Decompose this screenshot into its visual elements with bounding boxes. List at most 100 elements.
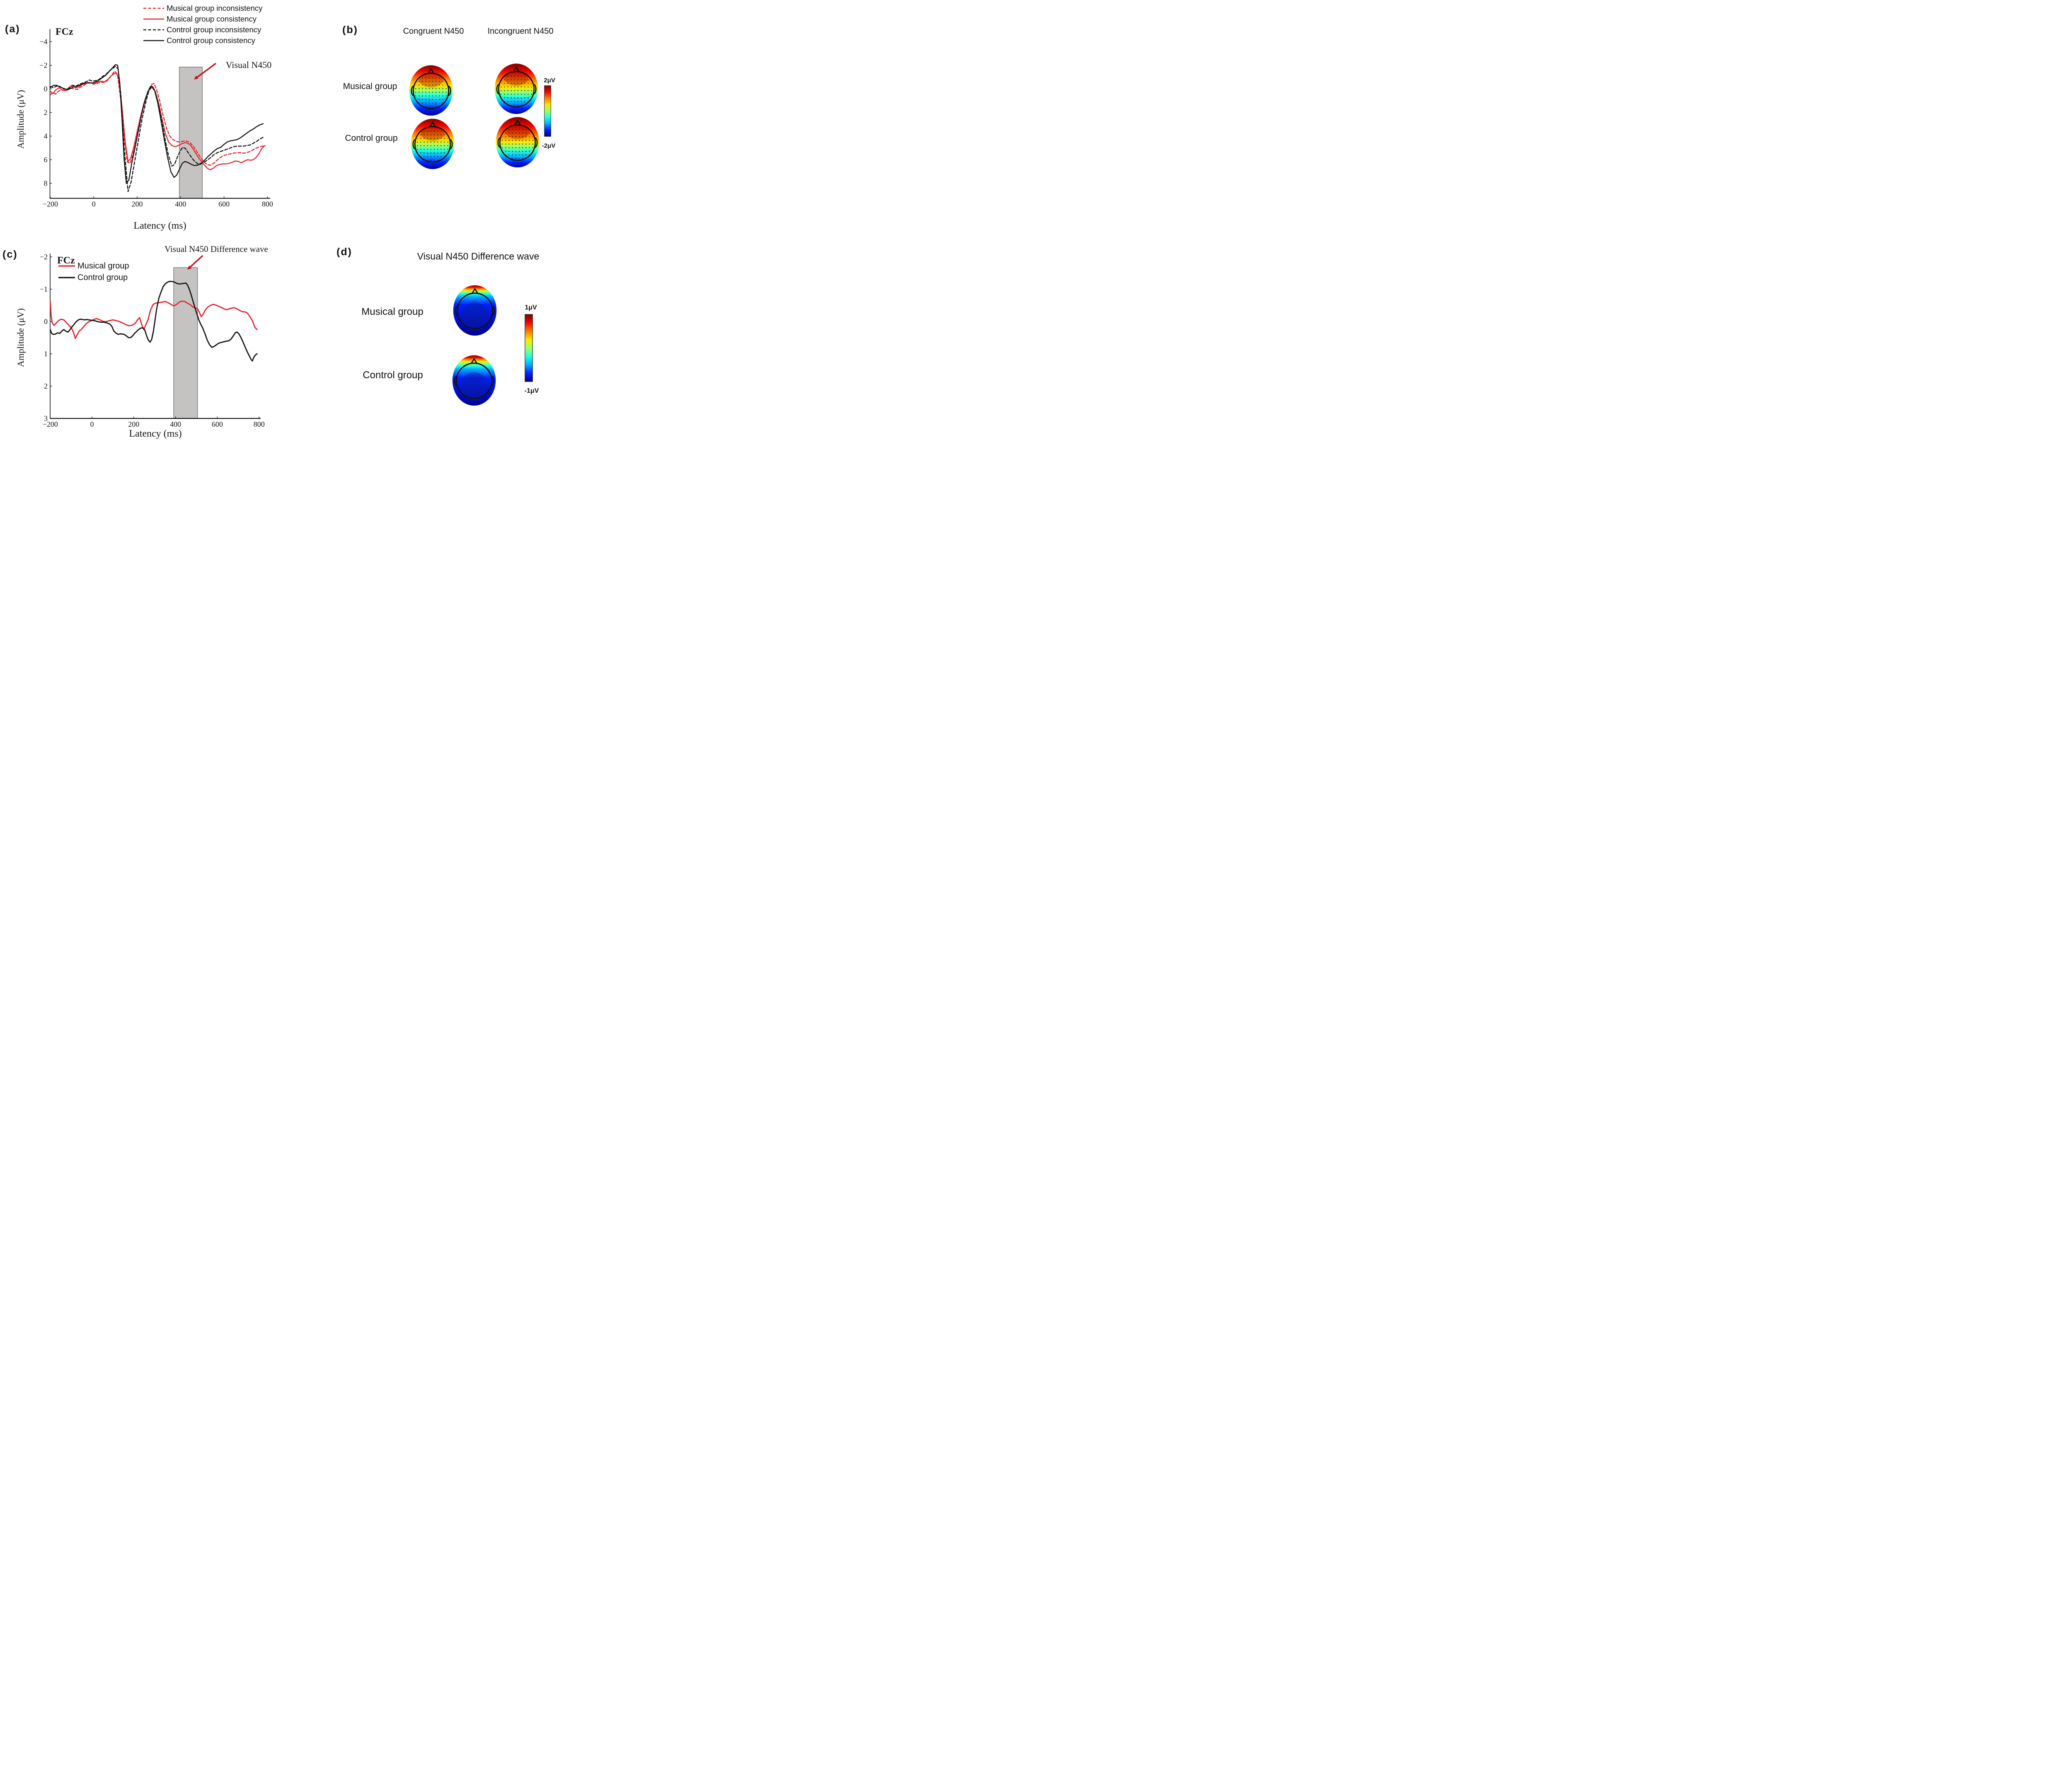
topomap-canvas: [453, 285, 497, 336]
x-axis-label: Latency (ms): [133, 220, 186, 231]
y-tick-label: 6: [44, 156, 48, 164]
y-tick-label: 0: [44, 85, 48, 93]
erp-panel-a: −200 0 200 400 600 800 −4 −2 0 2 4 6 8 Musical group …: [15, 4, 273, 231]
incongruent-n450-header: Incongruent N450: [487, 27, 554, 36]
posterior-negativity-blob: [461, 302, 489, 331]
erp-series-musical-group: [49, 300, 258, 339]
erp-panel-c: −200 0 200 400 600 800 −2 −1 0 1 2 3 Musical group Co…: [15, 244, 268, 439]
x-tick-label: 800: [254, 420, 265, 428]
colorbar-gradient: [525, 314, 533, 382]
left-ear-marker: [411, 85, 414, 96]
x-tick-label: 600: [212, 420, 223, 428]
head-outline: [499, 124, 536, 161]
legend-label: Musical group: [77, 261, 129, 271]
x-axis-label: Latency (ms): [129, 428, 182, 439]
panel-c-label: (c): [2, 249, 18, 260]
topomap-diff-control: [450, 352, 498, 407]
contour-line: [458, 387, 490, 391]
topomap-canvas: [494, 63, 538, 114]
topomap-diff-musical: [451, 282, 499, 337]
legend-label: Control group: [77, 273, 128, 282]
left-ear-marker: [455, 305, 458, 316]
contour-line: [460, 306, 489, 309]
x-tick-label: 800: [262, 200, 273, 208]
erp-series-control-group-consistency: [50, 64, 264, 184]
annotation-arrow-line: [197, 63, 217, 78]
left-ear-marker: [454, 375, 457, 386]
head-outline: [412, 72, 450, 109]
x-tick-label: 400: [170, 420, 181, 428]
topomap-canvas: [496, 117, 540, 168]
y-tick-label: 8: [44, 179, 48, 188]
x-tick-label: 0: [92, 200, 96, 208]
legend-label: Control group inconsistency: [167, 25, 261, 34]
left-ear-marker: [496, 84, 499, 94]
colorbar-canvas: [544, 85, 551, 137]
colorbar-canvas: [525, 314, 533, 382]
site-label: FCz: [56, 27, 73, 37]
d-colorbar: [525, 314, 533, 382]
figure-page: −200 0 200 400 600 800 −4 −2 0 2 4 6 8 Musical group …: [0, 0, 557, 442]
electrode-dots: [500, 73, 533, 107]
x-tick-label: 600: [218, 200, 230, 208]
head-outline: [455, 362, 493, 399]
colorbar-gradient: [544, 85, 551, 137]
head-outline: [414, 126, 451, 163]
y-axis-label: Amplitude (μV): [15, 90, 26, 149]
y-tick-label: −1: [40, 285, 48, 293]
b-musical-group-label: Musical group: [343, 82, 397, 91]
right-ear-marker: [491, 375, 494, 386]
erp-series-control-group: [49, 280, 258, 362]
left-ear-marker: [497, 137, 501, 148]
nose-marker: [470, 358, 478, 365]
n450-highlight-region: [179, 67, 203, 199]
nose-marker: [513, 66, 520, 73]
y-tick-label: 2: [44, 109, 48, 117]
annotation-arrow-line: [190, 255, 203, 268]
right-ear-marker: [533, 84, 537, 94]
b-colorbar: [544, 85, 551, 137]
x-tick-label: 400: [175, 200, 186, 208]
right-ear-marker: [450, 139, 453, 150]
x-tick-label: 200: [132, 200, 143, 208]
topomap-canvas: [452, 355, 496, 406]
b-colorbar-min-label: -2μV: [542, 142, 556, 150]
legend-label: Musical group consistency: [167, 15, 257, 23]
annotation-text: Visual N450: [226, 60, 272, 70]
legend-label: Control group consistency: [167, 36, 256, 45]
nose-marker: [429, 121, 436, 128]
topomap-canvas: [411, 118, 455, 169]
congruent-n450-header: Congruent N450: [403, 27, 464, 36]
b-control-group-label: Control group: [345, 133, 398, 143]
head-outline: [456, 292, 494, 329]
annotation-text: Visual N450 Difference wave: [165, 244, 268, 254]
nose-marker: [514, 120, 521, 126]
panel-a-label: (a): [5, 23, 20, 35]
right-ear-marker: [448, 85, 451, 96]
electrode-dots: [501, 127, 534, 160]
panel-d-label: (d): [336, 246, 352, 258]
y-tick-label: −4: [39, 38, 47, 46]
erp-series-musical-group-consistency: [50, 72, 265, 170]
right-ear-marker: [492, 305, 495, 316]
d-colorbar-max-label: 1μV: [525, 304, 537, 311]
topomap-musical-congruent: [407, 62, 455, 117]
nose-marker: [427, 68, 435, 75]
topomap-musical-incongruent: [493, 60, 540, 115]
y-tick-label: −2: [39, 61, 47, 70]
b-colorbar-max-label: 2μV: [544, 77, 555, 84]
annotation-arrow-head: [194, 75, 198, 80]
head-outline: [498, 71, 535, 108]
electrode-dots: [414, 75, 448, 109]
nose-marker: [471, 288, 479, 295]
d-title: Visual N450 Difference wave: [417, 251, 540, 262]
right-ear-marker: [535, 137, 538, 148]
n450-highlight-region: [173, 267, 198, 419]
d-musical-group-label: Musical group: [361, 306, 424, 317]
site-label: FCz: [57, 255, 75, 266]
posterior-negativity-blob: [460, 372, 488, 401]
topomap-control-congruent: [409, 115, 456, 170]
y-tick-label: 4: [44, 132, 48, 140]
y-tick-label: 2: [44, 382, 48, 390]
